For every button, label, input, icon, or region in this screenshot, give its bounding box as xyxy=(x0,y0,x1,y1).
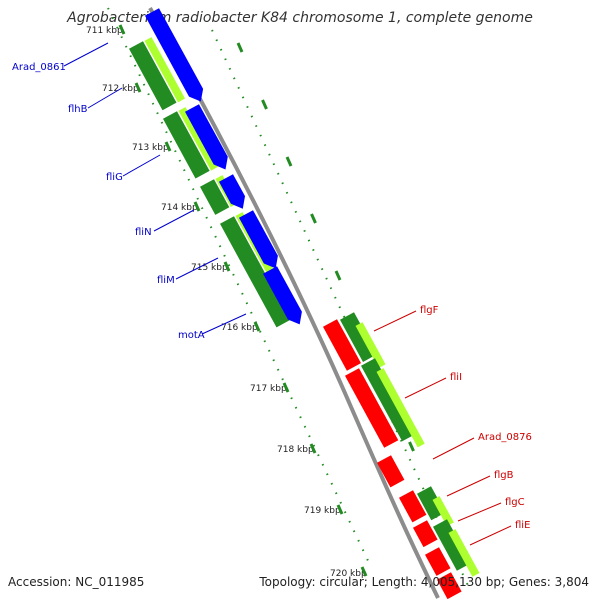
gene-label[interactable]: fliN xyxy=(135,227,152,238)
gene-label[interactable]: flgC xyxy=(505,497,525,508)
outer-tick-mark xyxy=(310,213,317,224)
outer-tick-mark xyxy=(261,99,268,110)
gene-label[interactable]: flgB xyxy=(494,470,514,481)
cds-block-light[interactable] xyxy=(448,529,480,577)
cds-block-light[interactable] xyxy=(355,322,386,369)
forward-gene[interactable] xyxy=(145,8,204,102)
gene-label[interactable]: flgF xyxy=(420,305,439,316)
forward-gene[interactable] xyxy=(185,104,228,170)
leader-line xyxy=(404,377,447,399)
outer-tick-mark xyxy=(408,441,415,452)
leader-line xyxy=(153,209,195,232)
reverse-gene[interactable] xyxy=(377,455,405,488)
cds-block[interactable] xyxy=(417,486,446,521)
gene-label[interactable]: fliG xyxy=(106,172,123,183)
forward-gene[interactable] xyxy=(239,210,278,269)
reverse-gene[interactable] xyxy=(425,547,451,576)
label-layer: Arad_0861 flhB fliG fliN fliM motA flgF fliI Ara… xyxy=(12,42,532,546)
reverse-gene[interactable] xyxy=(413,520,438,548)
leader-line xyxy=(457,502,502,522)
cds-block[interactable] xyxy=(340,312,377,362)
reverse-gene[interactable] xyxy=(323,319,361,371)
inner-tick-mark xyxy=(118,24,126,35)
outer-tick-mark xyxy=(236,42,244,53)
outer-tick-mark xyxy=(334,270,342,281)
cds-block[interactable] xyxy=(361,358,417,442)
tick-label: 716 kbp xyxy=(221,323,258,333)
leader-line xyxy=(87,87,123,109)
gene-label[interactable]: Arad_0876 xyxy=(478,432,532,443)
tick-label: 719 kbp xyxy=(304,506,341,516)
gene-label[interactable]: motA xyxy=(178,330,205,341)
reverse-gene[interactable] xyxy=(345,368,399,448)
feature-layer xyxy=(129,8,480,600)
inner-tick-mark xyxy=(336,504,344,515)
gene-label[interactable]: flhB xyxy=(68,104,88,115)
leader-line xyxy=(201,313,247,335)
leader-line xyxy=(469,525,512,546)
inner-tick-mark xyxy=(164,141,172,152)
backbone-line xyxy=(148,7,440,599)
cds-block-light[interactable] xyxy=(376,368,425,448)
reverse-gene[interactable] xyxy=(399,490,427,523)
tick-label: 720 kbp xyxy=(330,569,367,579)
accession-text: Accession: NC_011985 xyxy=(8,575,144,589)
summary-text: Topology: circular; Length: 4,005,130 bp… xyxy=(258,575,589,589)
forward-gene[interactable] xyxy=(263,266,302,325)
inner-tick-mark xyxy=(309,443,317,454)
forward-gene[interactable] xyxy=(219,174,245,209)
leader-line xyxy=(446,475,491,497)
backbone-layer xyxy=(148,7,440,599)
cds-block-light[interactable] xyxy=(178,107,219,171)
gene-label[interactable]: fliE xyxy=(515,520,530,531)
gene-label[interactable]: Arad_0861 xyxy=(12,62,66,73)
inner-tick-mark xyxy=(282,382,290,393)
tick-label: 717 kbp xyxy=(250,384,287,394)
leader-line xyxy=(122,154,161,177)
leader-line xyxy=(373,310,417,332)
gene-label[interactable]: fliM xyxy=(157,275,175,286)
inner-tick-mark xyxy=(193,201,201,212)
tick-label: 718 kbp xyxy=(277,445,314,455)
cds-block[interactable] xyxy=(163,111,210,179)
outer-tick-mark xyxy=(285,156,293,167)
tick-label: 714 kbp xyxy=(161,203,198,213)
leader-line xyxy=(432,437,475,460)
inner-tick-mark xyxy=(360,566,368,577)
leader-line xyxy=(63,42,109,67)
tick-label: 713 kbp xyxy=(132,143,169,153)
cds-block[interactable] xyxy=(433,519,471,571)
tick-label: 715 kbp xyxy=(191,263,228,273)
cds-block-light[interactable] xyxy=(144,37,186,103)
tick-label: 711 kbp xyxy=(86,26,123,36)
inner-tick-mark xyxy=(223,261,231,272)
inner-tick-mark xyxy=(253,321,261,332)
leader-line xyxy=(175,257,219,280)
inner-scale-line xyxy=(107,7,371,566)
cds-block-light[interactable] xyxy=(432,496,454,527)
cds-block[interactable] xyxy=(200,179,230,215)
cds-block[interactable] xyxy=(129,41,177,111)
reverse-gene[interactable] xyxy=(437,572,462,600)
map-title: Agrobacterium radiobacter K84 chromosome… xyxy=(66,10,533,26)
inner-tick-mark xyxy=(134,82,142,93)
gene-label[interactable]: fliI xyxy=(450,372,462,383)
cds-block[interactable] xyxy=(220,216,291,328)
